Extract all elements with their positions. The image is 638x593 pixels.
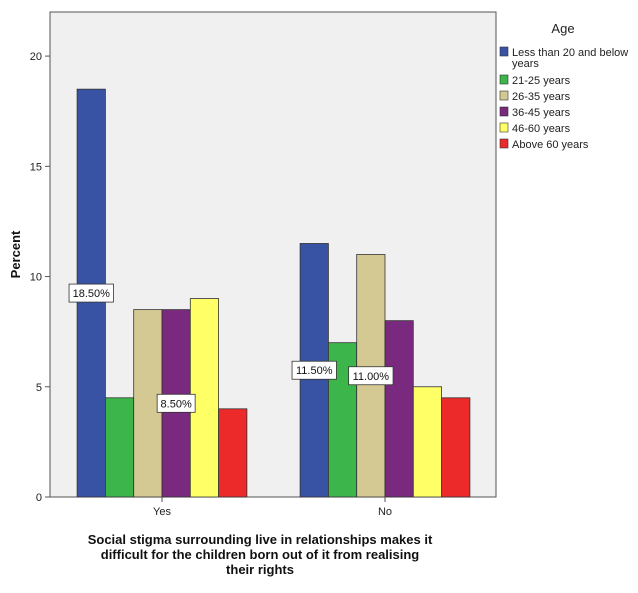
- legend-label: 26-35 years: [512, 91, 571, 103]
- y-tick-label: 0: [36, 492, 42, 504]
- y-tick-label: 10: [30, 272, 42, 284]
- x-axis-title-line: their rights: [226, 562, 294, 577]
- y-tick-label: 20: [30, 51, 42, 63]
- data-label: 11.50%: [296, 365, 333, 377]
- bar: [218, 408, 248, 498]
- legend-label: 21-25 years: [512, 75, 571, 87]
- legend-label: Less than 20 and below: [512, 47, 628, 59]
- bar: [384, 320, 414, 498]
- bar: [412, 386, 442, 498]
- data-label-box: [68, 283, 114, 303]
- data-label: 11.00%: [353, 371, 390, 383]
- x-tick-label: Yes: [153, 506, 171, 518]
- bar: [441, 397, 471, 498]
- legend-swatch: [499, 90, 509, 101]
- data-label-box: [348, 366, 394, 386]
- legend-swatch: [499, 138, 509, 149]
- x-axis-title-line: Social stigma surrounding live in relati…: [87, 532, 433, 547]
- data-label-box: [156, 393, 196, 413]
- legend-swatch: [499, 106, 509, 117]
- data-label-box: [291, 360, 337, 380]
- data-label: 18.50%: [73, 288, 111, 300]
- y-axis-title: Percent: [8, 230, 23, 278]
- x-axis-title-line: difficult for the children born out of i…: [100, 547, 420, 562]
- data-label: 8.50%: [161, 398, 192, 410]
- legend-label: Above 60 years: [512, 139, 589, 151]
- x-axis-title: Social stigma surrounding live in relati…: [40, 532, 480, 577]
- y-tick-label: 15: [30, 161, 42, 173]
- legend-title: Age: [551, 21, 574, 36]
- y-tick-label: 5: [36, 382, 42, 394]
- legend-label: years: [512, 58, 539, 70]
- legend-label: 36-45 years: [512, 107, 571, 119]
- x-tick-label: No: [378, 506, 392, 518]
- legend-swatch: [499, 46, 509, 57]
- bar: [105, 397, 135, 498]
- legend-swatch: [499, 122, 509, 133]
- legend-swatch: [499, 74, 509, 85]
- legend-label: 46-60 years: [512, 123, 571, 135]
